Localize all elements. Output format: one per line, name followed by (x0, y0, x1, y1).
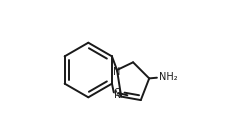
Text: O: O (113, 88, 121, 98)
Text: N: N (113, 67, 121, 77)
Text: N: N (113, 90, 121, 100)
Text: NH₂: NH₂ (159, 72, 177, 82)
